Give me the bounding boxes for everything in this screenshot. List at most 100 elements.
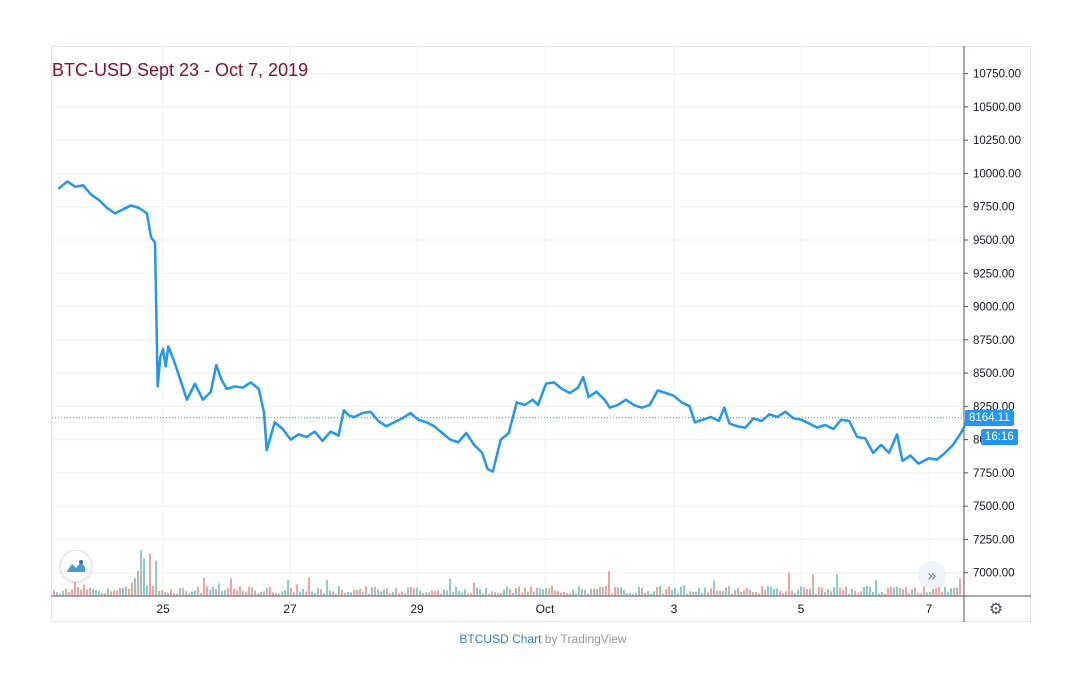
volume-bar	[152, 585, 154, 596]
volume-bar	[602, 587, 604, 596]
volume-bar	[635, 593, 637, 596]
volume-bar	[932, 587, 934, 596]
scroll-to-realtime-button[interactable]: »	[918, 561, 946, 589]
volume-bar	[851, 588, 853, 596]
volume-bar	[953, 587, 955, 596]
volume-bar	[848, 593, 850, 596]
volume-bar	[74, 576, 76, 596]
volume-bar	[83, 584, 85, 596]
volume-bar	[161, 590, 163, 596]
volume-bar	[512, 592, 514, 596]
volume-bar	[107, 588, 109, 596]
volume-bar	[449, 578, 451, 596]
volume-bar	[674, 587, 676, 596]
volume-bar	[80, 589, 82, 596]
volume-bar	[767, 586, 769, 596]
btcusd-chart-link[interactable]: BTCUSD Chart	[459, 632, 542, 646]
volume-bar	[461, 592, 463, 596]
volume-bar	[176, 593, 178, 596]
volume-bar	[875, 580, 877, 596]
volume-bar	[239, 586, 241, 596]
volume-bar	[950, 588, 952, 596]
volume-bar	[923, 586, 925, 596]
volume-bar	[896, 586, 898, 596]
volume-bar	[326, 579, 328, 596]
volume-bar	[503, 589, 505, 596]
volume-bar	[800, 586, 802, 596]
volume-bar	[680, 586, 682, 596]
volume-bar	[809, 588, 811, 596]
volume-bar	[617, 587, 619, 596]
volume-bar	[302, 589, 304, 596]
volume-bar	[101, 592, 103, 596]
volume-bar	[518, 586, 520, 596]
volume-bar	[185, 591, 187, 596]
volume-bar	[566, 593, 568, 596]
volume-bar	[590, 588, 592, 596]
volume-bar	[212, 586, 214, 596]
volume-bar	[317, 588, 319, 596]
volume-bar	[377, 589, 379, 596]
by-tradingview-text: by TradingView	[544, 632, 627, 646]
volume-bar	[842, 589, 844, 596]
volume-bar	[539, 588, 541, 596]
volume-bar	[197, 586, 199, 596]
volume-bar	[524, 587, 526, 596]
volume-bar	[485, 588, 487, 596]
volume-bar	[122, 587, 124, 596]
price-chart[interactable]: 25 27 29 Oct 3 5 7 10750.00 10500.00 10250.00 1000…	[51, 46, 1031, 622]
volume-bar	[650, 593, 652, 596]
volume-bar	[272, 592, 274, 596]
volume-bar	[281, 591, 283, 596]
volume-bar	[413, 588, 415, 596]
volume-bar	[797, 589, 799, 596]
volume-bar	[686, 593, 688, 596]
volume-bar	[563, 591, 565, 596]
volume-bar	[407, 587, 409, 596]
volume-bar	[665, 589, 667, 596]
volume-bar	[581, 588, 583, 596]
volume-bar	[488, 593, 490, 596]
volume-bar	[383, 589, 385, 596]
volume-bar	[758, 593, 760, 596]
volume-bar	[533, 591, 535, 596]
volume-bar	[284, 590, 286, 596]
volume-bar	[452, 592, 454, 596]
volume-bar	[260, 591, 262, 596]
volume-bar	[695, 591, 697, 596]
volume-bar	[329, 590, 331, 596]
volume-bar	[68, 592, 70, 596]
x-tick-label: Oct	[536, 602, 555, 616]
volume-bar	[62, 590, 64, 596]
volume-bar	[821, 587, 823, 596]
volume-bar	[359, 589, 361, 596]
volume-bar	[293, 592, 295, 596]
volume-bar	[455, 586, 457, 596]
volume-bar	[863, 586, 865, 596]
volume-bar	[815, 593, 817, 596]
volume-bar	[233, 588, 235, 596]
chart-title: BTC-USD Sept 23 - Oct 7, 2019	[52, 60, 309, 80]
volume-bar	[557, 591, 559, 596]
volume-bar	[638, 586, 640, 596]
volume-bar	[578, 586, 580, 596]
volume-bar	[494, 592, 496, 596]
volume-bar	[521, 592, 523, 596]
x-tick-label: 25	[156, 602, 170, 616]
volume-bar	[497, 593, 499, 596]
countdown-label: 16:16	[981, 429, 1018, 445]
volume-bar	[464, 589, 466, 596]
volume-bar	[230, 578, 232, 596]
volume-bar	[416, 587, 418, 596]
volume-bar	[509, 588, 511, 596]
volume-bar	[188, 593, 190, 596]
y-tick-label: 10750.00	[973, 69, 1021, 81]
volume-bar	[170, 589, 172, 596]
volume-bar	[470, 593, 472, 596]
volume-bar	[491, 591, 493, 596]
tradingview-logo-button[interactable]	[60, 550, 92, 582]
volume-bar	[203, 577, 205, 596]
settings-button[interactable]: ⚙	[986, 600, 1006, 620]
volume-bar	[947, 592, 949, 596]
volume-bar	[200, 593, 202, 596]
